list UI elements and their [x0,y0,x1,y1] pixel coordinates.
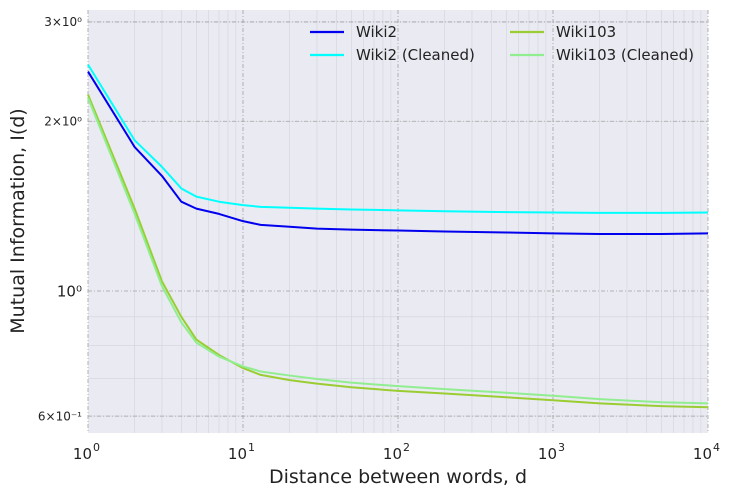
x-tick-label: 10 1 [228,441,255,463]
x-tick-base: 10 [693,445,712,463]
y-tick-label: 6×10⁻¹ [38,409,82,423]
x-tick-exponent: 1 [248,441,255,454]
series-layer [87,64,709,409]
x-tick-base: 10 [228,445,247,463]
legend-item: Wiki103 (Cleaned) [510,46,694,64]
x-tick-exponent: 0 [93,441,100,454]
legend-label: Wiki2 [356,23,397,41]
x-tick-exponent: 2 [403,441,410,454]
x-tick-label: 10 3 [538,441,565,463]
x-tick-exponent: 4 [713,441,720,454]
x-tick-base: 10 [73,445,92,463]
series-line-3 [87,97,709,405]
series-line-0 [87,71,709,236]
legend-item: Wiki2 [310,23,397,41]
x-axis-ticks: 10 0 10 1 10 2 10 3 10 4 [73,441,720,463]
y-tick-label: 10⁰ [57,282,82,300]
legend-item: Wiki103 [510,23,616,41]
x-tick-base: 10 [538,445,557,463]
legend-label: Wiki103 (Cleaned) [556,46,694,64]
major-grid [87,10,709,433]
x-tick-exponent: 3 [558,441,565,454]
legend-item: Wiki2 (Cleaned) [310,46,475,64]
x-tick-label: 10 0 [73,441,100,463]
legend-label: Wiki2 (Cleaned) [356,46,475,64]
x-tick-label: 10 4 [693,441,720,463]
y-axis-ticks: 3×10⁰ 2×10⁰ 10⁰ 6×10⁻¹ [38,15,82,423]
x-tick-base: 10 [383,445,402,463]
series-line-2 [87,94,709,409]
series-line-1 [87,64,709,214]
x-tick-label: 10 2 [383,441,410,463]
x-axis-label: Distance between words, d [269,466,527,488]
y-axis-label: Mutual Information, I(d) [7,108,29,333]
legend: Wiki2 Wiki2 (Cleaned) Wiki103 Wiki103 (Clea… [310,23,694,64]
y-tick-label: 2×10⁰ [44,114,82,128]
y-tick-label: 3×10⁰ [44,15,82,29]
legend-label: Wiki103 [556,23,616,41]
